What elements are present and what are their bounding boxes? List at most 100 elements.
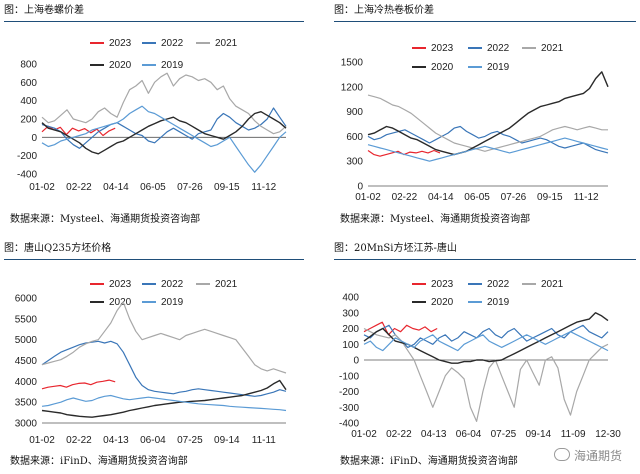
legend-label: 2019 <box>487 296 510 308</box>
legend-item-2019: 2019 <box>468 60 509 74</box>
legend-label: 2021 <box>541 42 564 54</box>
watermark-text: 海通期货 <box>573 449 622 463</box>
legend-label: 2019 <box>161 296 184 308</box>
legend-label: 2021 <box>541 278 564 290</box>
y-tick-label: -200 <box>339 387 359 398</box>
y-tick-label: -300 <box>339 403 359 414</box>
series-line-2021 <box>41 72 287 135</box>
legend-item-2020: 2020 <box>90 295 131 309</box>
legend-swatch <box>90 64 104 66</box>
chart-plot: 6000 5500 5000 4500 4000 3500 3000 01-02 02-22 04… <box>15 294 287 446</box>
y-tick-label: 600 <box>346 132 363 143</box>
chart-plot: 1500 1200 900 600 300 001-02 02-22 04-14 06-05 07… <box>341 58 609 203</box>
x-tick-label: 01-02 <box>29 435 55 446</box>
x-tick-label: 11-11 <box>252 435 277 446</box>
legend-swatch <box>196 42 210 44</box>
x-tick-label: 07-25 <box>177 435 203 446</box>
legend-label: 2020 <box>109 59 132 71</box>
legend-swatch <box>412 283 426 285</box>
series-line-2022 <box>363 324 609 349</box>
legend-swatch <box>142 42 156 44</box>
y-tick-label: 200 <box>20 115 37 126</box>
legend-label: 2022 <box>487 42 510 54</box>
y-tick-label: -200 <box>17 151 37 162</box>
y-tick-label: 3500 <box>15 398 38 409</box>
legend-item-2019: 2019 <box>142 58 183 72</box>
legend-swatch <box>468 301 482 303</box>
y-tick-label: 600 <box>20 78 37 89</box>
legend-item-2019: 2019 <box>468 295 509 309</box>
y-tick-label: 1200 <box>341 82 364 93</box>
y-tick-label: 300 <box>346 157 363 168</box>
y-tick-label: 0 <box>353 356 359 367</box>
wechat-icon <box>553 448 570 461</box>
title-rule <box>334 259 636 260</box>
legend-item-2023: 2023 <box>412 41 453 55</box>
legend-item-2020: 2020 <box>90 58 131 72</box>
series-line-2021 <box>363 327 609 422</box>
x-tick-label: 06-04 <box>140 435 166 446</box>
legend-swatch <box>142 283 156 285</box>
series-line-2019 <box>363 331 609 352</box>
x-tick-label: 09-14 <box>525 429 551 440</box>
legend-label: 2019 <box>161 59 184 71</box>
legend-swatch <box>468 66 482 68</box>
legend-item-2022: 2022 <box>142 277 183 291</box>
x-tick-label: 11-12 <box>251 182 276 193</box>
x-tick-label: 04-13 <box>421 429 447 440</box>
x-tick-label: 06-05 <box>464 192 490 203</box>
legend-label: 2021 <box>215 278 238 290</box>
x-tick-label: 04-14 <box>103 182 129 193</box>
series-line-2020 <box>41 379 287 418</box>
y-tick-label: 5000 <box>15 335 38 346</box>
x-tick-label: 01-02 <box>29 182 55 193</box>
legend-item-2021: 2021 <box>522 277 563 291</box>
legend-label: 2023 <box>109 37 132 49</box>
legend-item-2022: 2022 <box>142 36 183 50</box>
series-line-2022 <box>367 125 609 154</box>
legend-swatch <box>196 283 210 285</box>
panel-cold-hot-coil-spread: 图：上海冷热卷板价差 2023 2022 2021 2020 2019 1500… <box>334 2 636 232</box>
x-tick-label: 09-14 <box>214 435 240 446</box>
x-tick-label: 02-22 <box>66 435 92 446</box>
series-line-2019 <box>41 105 287 173</box>
series-line-2023 <box>363 321 438 336</box>
legend-label: 2020 <box>431 61 454 73</box>
chart-title: 图：上海卷螺价差 <box>4 5 84 16</box>
legend-item-2023: 2023 <box>412 277 453 291</box>
legend-item-2021: 2021 <box>522 41 563 55</box>
legend-label: 2019 <box>487 61 510 73</box>
y-tick-label: 100 <box>342 340 359 351</box>
legend-item-2023: 2023 <box>90 277 131 291</box>
series-line-2023 <box>367 149 441 157</box>
y-tick-label: -400 <box>17 170 37 181</box>
chart-source: 数据来源：Mysteel、海通期货投资咨询部 <box>340 214 531 225</box>
legend-label: 2021 <box>215 37 238 49</box>
panel-tangshan-q235-billet: 图：唐山Q235方坯价格 2023 2022 2021 2020 2019 60… <box>4 240 304 472</box>
y-tick-label: 800 <box>20 60 37 71</box>
chart-source: 数据来源：iFinD、海通期货投资咨询部 <box>10 456 188 467</box>
x-tick-label: 01-02 <box>351 429 377 440</box>
legend-label: 2022 <box>161 278 184 290</box>
chart-legend: 2023 2022 2021 2020 2019 <box>4 240 304 308</box>
series-line-2020 <box>41 110 287 155</box>
chart-legend: 2023 2022 2021 2020 2019 <box>4 2 304 71</box>
legend-item-2020: 2020 <box>412 295 453 309</box>
legend-item-2021: 2021 <box>196 277 237 291</box>
chart-source: 数据来源：iFinD、海通期货投资咨询部 <box>340 456 518 467</box>
chart-title: 图：20MnSi方坯江苏-唐山 <box>334 243 457 254</box>
x-tick-label: 02-22 <box>66 182 92 193</box>
title-rule <box>334 21 636 22</box>
y-tick-label: 0 <box>31 133 37 144</box>
series-line-2023 <box>41 379 116 390</box>
legend-label: 2022 <box>487 278 510 290</box>
legend-swatch <box>142 64 156 66</box>
legend-swatch <box>522 47 536 49</box>
y-tick-label: -400 <box>339 419 359 430</box>
legend-label: 2023 <box>109 278 132 290</box>
legend-swatch <box>90 301 104 303</box>
chart-legend: 2023 2022 2021 2020 2019 <box>334 240 634 308</box>
x-tick-label: 06-05 <box>140 182 166 193</box>
